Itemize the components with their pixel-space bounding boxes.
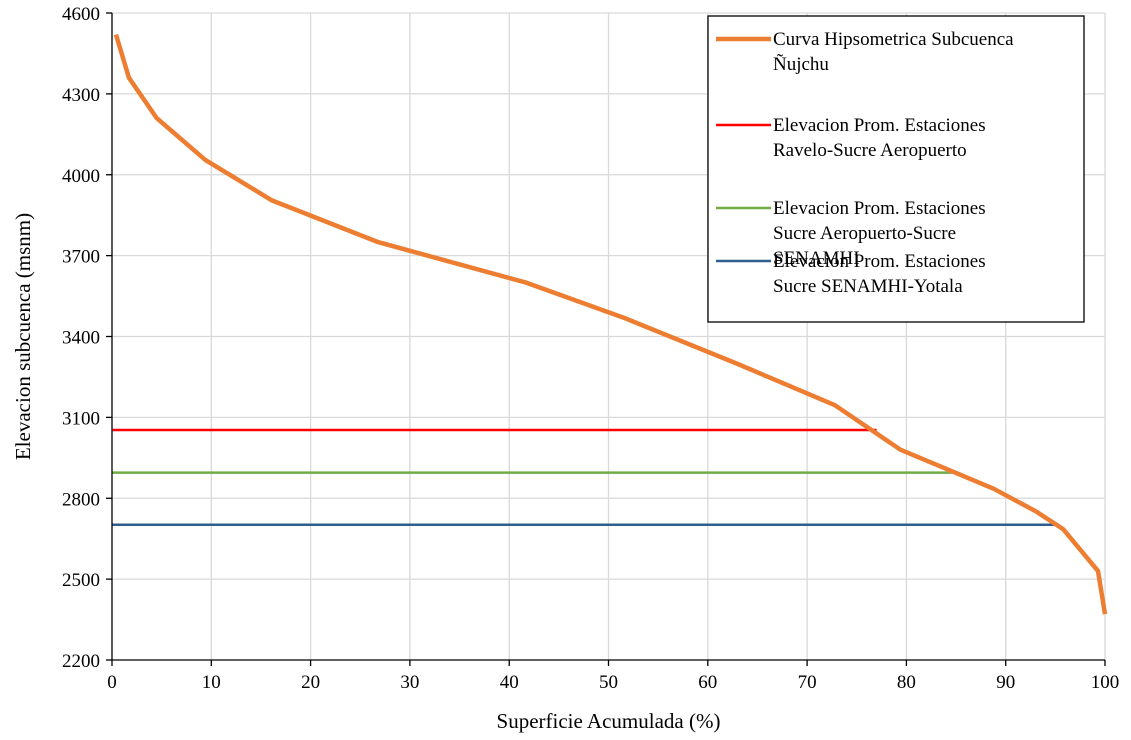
x-axis-title: Superficie Acumulada (%) [497,709,721,733]
x-tick-label: 0 [107,672,117,693]
series-line-0 [113,33,1108,615]
y-tick-label: 2200 [62,651,100,672]
y-tick-label: 4300 [62,85,100,106]
x-tick-label: 10 [202,672,221,693]
legend-label-1: Ravelo-Sucre Aeropuerto [773,140,967,161]
axes [106,12,1106,666]
y-tick-label: 4000 [62,166,100,187]
y-axis-title: Elevacion subcuenca (msnm) [11,213,35,460]
y-tick-label: 2800 [62,489,100,510]
y-tick-label: 3100 [62,408,100,429]
y-tick-label: 3700 [62,247,100,268]
x-tick-label: 40 [500,672,519,693]
legend-label-2: Elevacion Prom. Estaciones [773,198,986,219]
x-tick-label: 90 [996,672,1015,693]
legend-label-2: Sucre Aeropuerto-Sucre [773,223,956,244]
legend-label-2: SENAMHI [773,248,860,269]
y-tick-label: 2500 [62,570,100,591]
legend-label-1: Elevacion Prom. Estaciones [773,115,986,136]
legend-box [707,15,1085,323]
legend-label-0: Ñujchu [773,53,829,75]
legend-label-3: Elevacion Prom. Estaciones [773,251,986,272]
legend: Curva Hipsometrica Subcuenca Ñujchu Elevac… [707,15,1085,323]
x-tick-label: 20 [301,672,320,693]
legend-label-0: Curva Hipsometrica Subcuenca [773,29,1014,50]
x-tick-label: 50 [599,672,618,693]
y-tick-label: 4600 [62,4,100,25]
x-tick-label: 30 [400,672,419,693]
y-tick-label: 3400 [62,328,100,349]
x-tick-label: 80 [897,672,916,693]
x-tick-labels: 0 10 20 30 40 50 60 70 80 90 100 [107,672,1119,693]
y-tick-labels: 2200 2500 2800 3100 3400 3700 4000 4300 4600 [62,4,100,672]
legend-label-3: Sucre SENAMHI-Yotala [773,276,963,297]
series-lines [112,33,1108,615]
x-tick-label: 100 [1091,672,1120,693]
x-tick-label: 60 [698,672,717,693]
x-tick-label: 70 [798,672,817,693]
